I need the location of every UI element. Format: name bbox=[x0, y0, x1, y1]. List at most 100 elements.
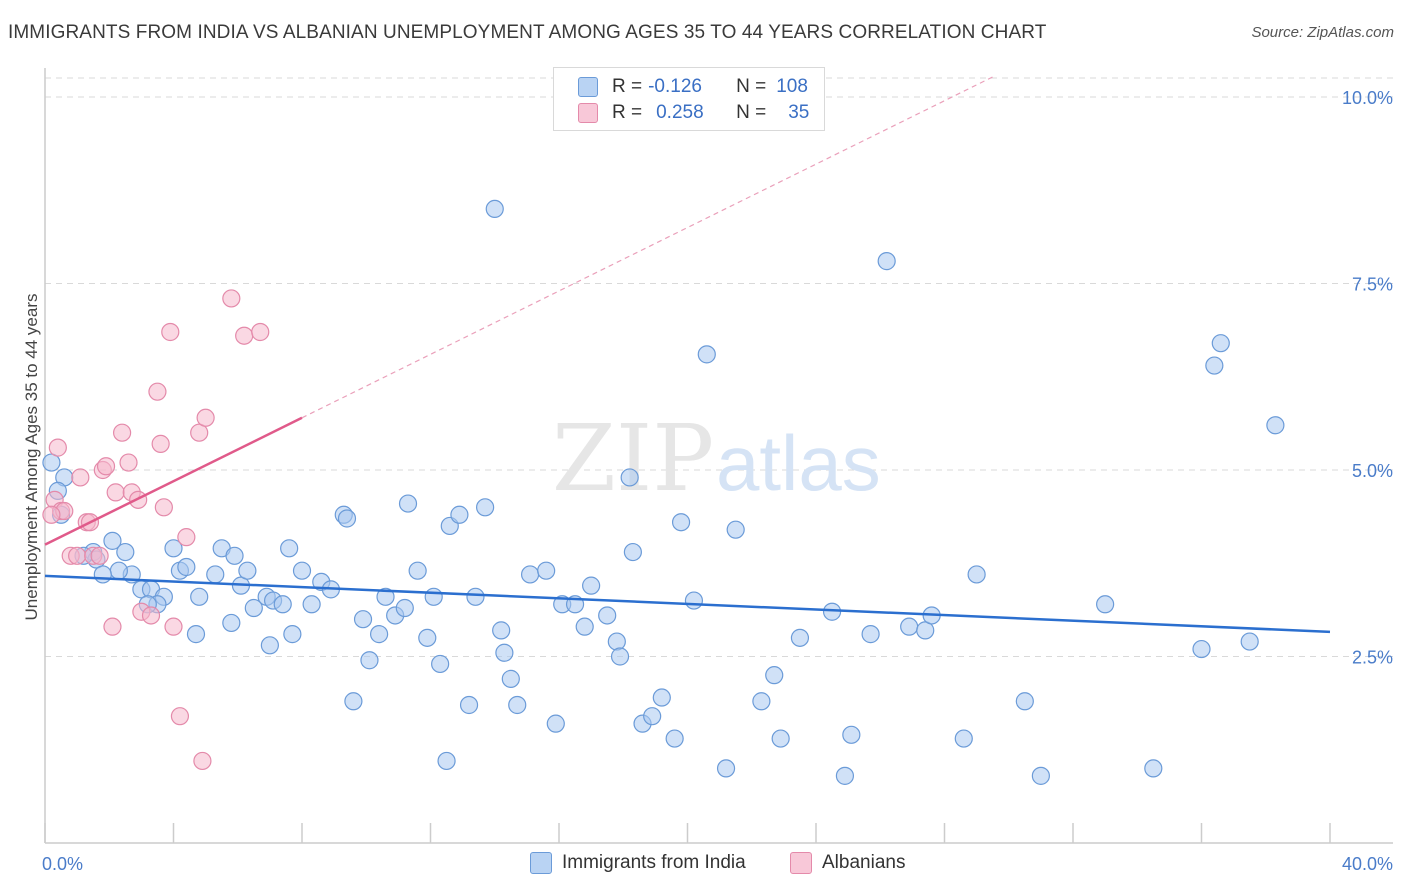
trend-lines bbox=[44, 76, 1331, 634]
legend-r-label: R = bbox=[612, 102, 643, 123]
watermark-atlas: atlas bbox=[716, 419, 881, 507]
data-point-albanians bbox=[148, 382, 167, 401]
data-point-albanians bbox=[141, 606, 161, 625]
data-point-india bbox=[238, 561, 257, 580]
data-point-india bbox=[476, 498, 495, 517]
x-tick-label: 0.0% bbox=[42, 854, 83, 874]
data-point-india bbox=[861, 625, 880, 644]
data-point-india bbox=[877, 252, 896, 271]
data-point-albanians bbox=[196, 408, 215, 427]
y-tick-label: 2.5% bbox=[1352, 648, 1393, 668]
data-point-india bbox=[790, 628, 810, 647]
data-point-albanians bbox=[170, 707, 190, 726]
data-point-india bbox=[900, 617, 919, 636]
data-point-india bbox=[103, 531, 122, 550]
data-point-india bbox=[520, 565, 540, 584]
axes bbox=[44, 68, 1393, 844]
bottom-legend-label-albanians: Albanians bbox=[822, 852, 906, 873]
data-point-india bbox=[353, 610, 373, 629]
data-point-india bbox=[109, 561, 128, 580]
data-point-india bbox=[765, 666, 784, 685]
data-point-india bbox=[623, 542, 642, 562]
legend-row-india: R = -0.126 N = 108 bbox=[578, 75, 808, 99]
data-point-albanians bbox=[222, 289, 241, 308]
data-point-india bbox=[344, 692, 363, 711]
bottom-legend-swatch-albanians bbox=[790, 852, 812, 874]
data-point-india bbox=[598, 606, 617, 625]
x-tick-labels: 0.0% 40.0% bbox=[42, 854, 1393, 874]
data-point-albanians bbox=[177, 528, 196, 547]
legend-n-label: N = bbox=[736, 102, 767, 123]
data-point-india bbox=[466, 587, 485, 606]
data-point-india bbox=[1240, 632, 1259, 651]
legend-row-albanians: R = 0.258 N = 35 bbox=[578, 101, 809, 125]
data-point-india bbox=[283, 625, 302, 644]
legend-r-label: R = bbox=[612, 76, 643, 97]
legend-n-value: 35 bbox=[788, 102, 810, 123]
data-point-india bbox=[671, 513, 691, 532]
bottom-legend-india: Immigrants from India bbox=[530, 852, 746, 874]
data-point-india bbox=[1211, 334, 1230, 353]
legend-r-value: -0.126 bbox=[648, 76, 702, 97]
data-point-albanians bbox=[68, 546, 87, 565]
data-point-india bbox=[244, 598, 263, 618]
data-point-india bbox=[1205, 356, 1224, 375]
data-point-india bbox=[620, 468, 639, 487]
data-point-india bbox=[273, 595, 292, 614]
data-point-india bbox=[835, 766, 855, 785]
data-point-india bbox=[431, 654, 450, 674]
bottom-legend-swatch-india bbox=[530, 852, 552, 874]
data-point-india bbox=[546, 714, 565, 733]
data-point-india bbox=[206, 565, 225, 584]
data-point-india bbox=[280, 539, 299, 558]
data-point-india bbox=[116, 542, 135, 562]
y-tick-label: 7.5% bbox=[1352, 275, 1393, 295]
data-point-india bbox=[93, 565, 112, 584]
y-tick-label: 5.0% bbox=[1352, 461, 1393, 481]
data-point-india bbox=[1031, 766, 1050, 785]
legend-n-value: 108 bbox=[776, 76, 808, 97]
data-point-india bbox=[424, 587, 443, 606]
data-point-india bbox=[610, 647, 630, 666]
data-point-india bbox=[164, 539, 183, 558]
data-point-india bbox=[508, 695, 527, 715]
chart-title: IMMIGRANTS FROM INDIA VS ALBANIAN UNEMPL… bbox=[8, 22, 1047, 43]
data-point-india bbox=[1096, 595, 1115, 614]
data-point-india bbox=[582, 576, 601, 595]
legend-swatch-albanians bbox=[578, 103, 598, 123]
data-point-albanians bbox=[193, 751, 212, 771]
data-point-albanians bbox=[42, 505, 61, 524]
data-point-albanians bbox=[154, 498, 173, 517]
data-point-albanians bbox=[96, 457, 116, 476]
data-point-albanians bbox=[251, 322, 270, 342]
data-point-india bbox=[395, 598, 414, 618]
data-point-india bbox=[190, 587, 209, 606]
data-point-india bbox=[376, 587, 395, 606]
data-point-india bbox=[408, 561, 427, 580]
data-point-albanians bbox=[90, 546, 109, 565]
series-albanians-points bbox=[42, 289, 270, 771]
legend-r-value: 0.258 bbox=[656, 102, 704, 123]
data-point-albanians bbox=[151, 434, 170, 453]
data-point-albanians bbox=[71, 468, 90, 487]
y-tick-label: 10.0% bbox=[1342, 88, 1393, 108]
data-point-india bbox=[643, 707, 662, 726]
data-point-india bbox=[967, 565, 986, 584]
trend-line-albanians bbox=[44, 416, 303, 546]
data-point-india bbox=[492, 621, 511, 640]
data-point-india bbox=[260, 636, 279, 655]
data-point-india bbox=[1266, 416, 1285, 435]
data-point-india bbox=[485, 199, 504, 218]
data-point-albanians bbox=[103, 617, 122, 636]
data-point-india bbox=[360, 651, 379, 670]
bottom-legend-albanians: Albanians bbox=[790, 852, 905, 874]
data-point-india bbox=[1192, 639, 1211, 659]
data-point-india bbox=[607, 632, 626, 651]
legend: R = -0.126 N = 108 R = 0.258 N = 35 bbox=[553, 67, 825, 131]
data-point-india bbox=[771, 729, 790, 748]
data-point-india bbox=[665, 729, 684, 748]
data-point-india bbox=[716, 759, 736, 778]
data-point-albanians bbox=[235, 326, 254, 345]
data-point-india bbox=[302, 595, 321, 614]
data-point-india bbox=[418, 628, 437, 647]
